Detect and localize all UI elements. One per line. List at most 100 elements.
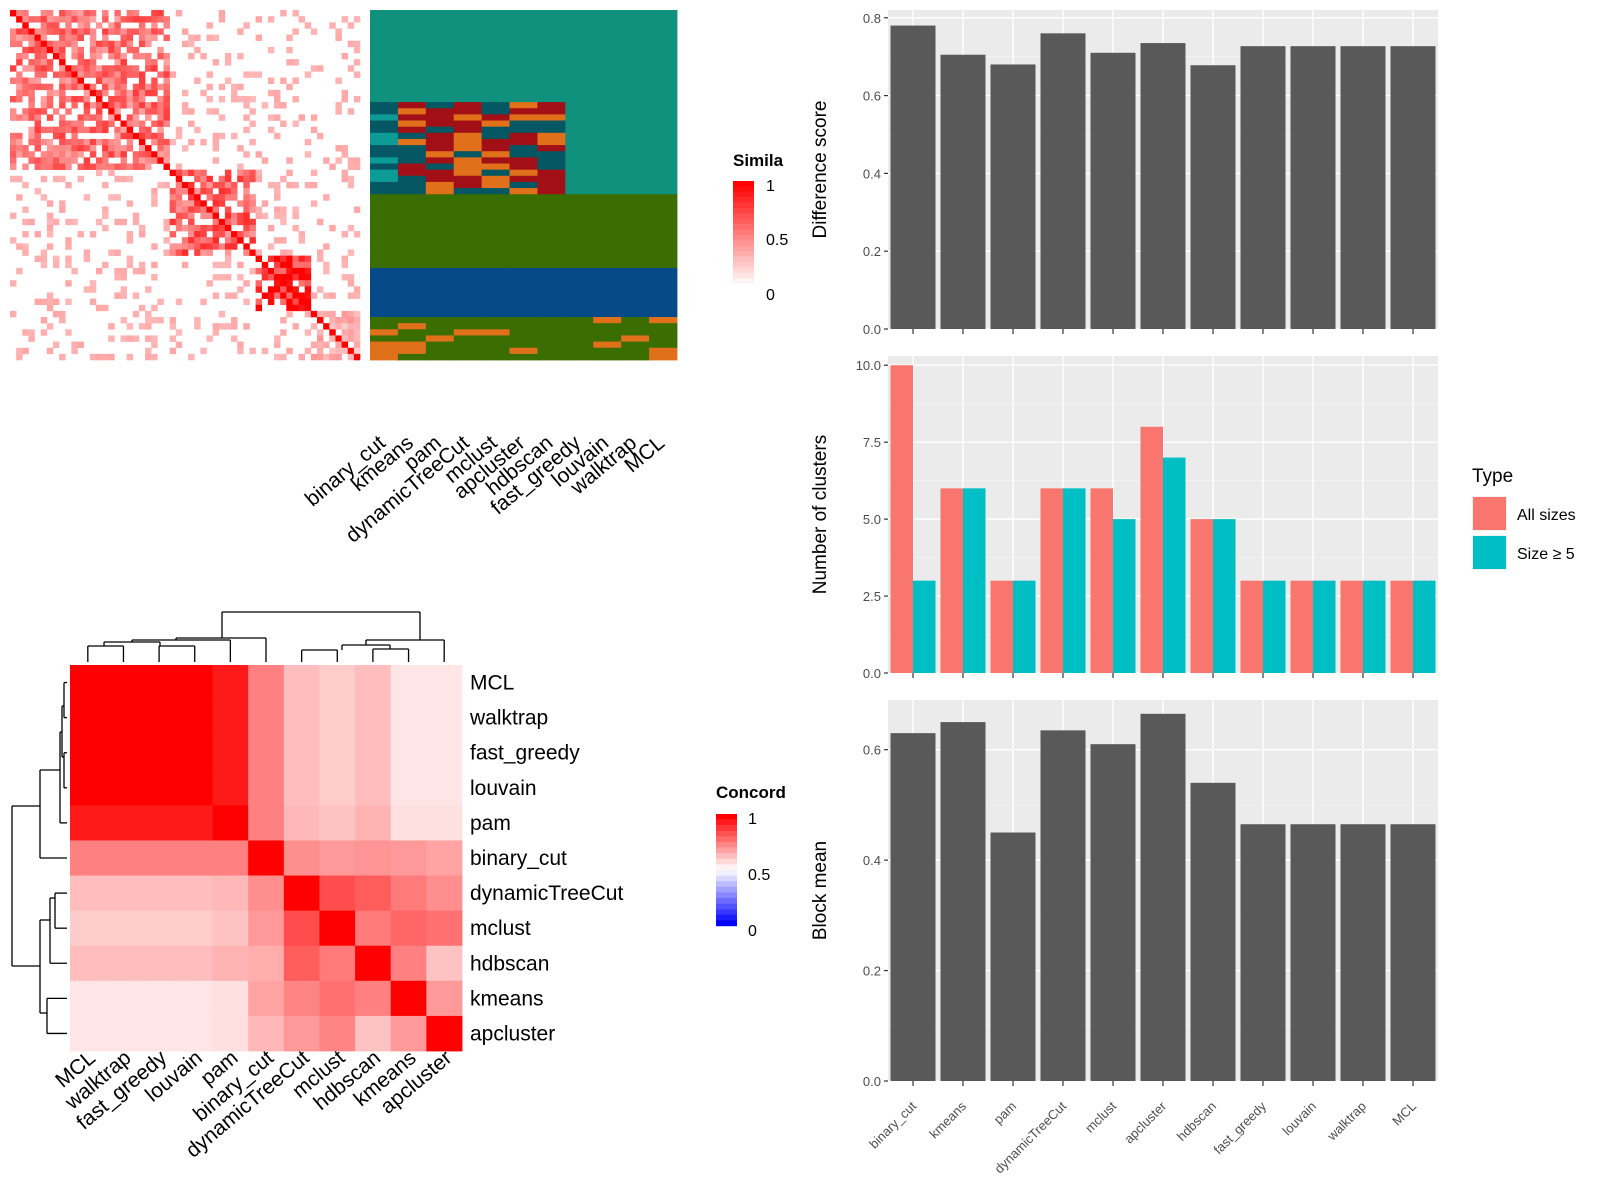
cluster-cell [593, 169, 622, 177]
similarity-cell [114, 52, 121, 60]
similarity-cell [237, 274, 244, 281]
similarity-cell [22, 77, 29, 84]
similarity-cell [126, 28, 134, 35]
similarity-cell [34, 114, 42, 121]
similarity-cell [175, 243, 183, 250]
cluster-cell [537, 28, 566, 35]
cluster-cell [453, 243, 483, 250]
similarity-cell [145, 310, 152, 318]
similarity-cell [231, 237, 238, 244]
similarity-cell [83, 16, 91, 23]
row-label: apcluster [470, 1022, 555, 1045]
similarity-cell [310, 341, 318, 349]
similarity-cell [298, 353, 306, 361]
similarity-cell [218, 200, 226, 207]
cluster-cell [481, 65, 510, 72]
cluster-cell [425, 65, 455, 72]
similarity-cell [298, 280, 306, 287]
similarity-cell [34, 77, 42, 84]
similarity-cell [237, 145, 244, 152]
bar [1040, 33, 1086, 330]
similarity-cell [126, 10, 134, 17]
similarity-cell [114, 126, 121, 134]
similarity-cell [151, 108, 158, 115]
similarity-cell [52, 40, 60, 48]
cluster-cell [425, 237, 455, 244]
cluster-cell [481, 102, 510, 109]
cluster-cell [621, 28, 650, 35]
cluster-cell [453, 65, 483, 72]
similarity-cell [286, 83, 293, 91]
cluster-cell [370, 138, 399, 146]
similarity-cell [292, 120, 299, 127]
row-label: walktrap [469, 707, 548, 730]
similarity-cell [40, 151, 48, 158]
similarity-cell [40, 194, 48, 201]
similarity-cell [40, 65, 48, 72]
cluster-cell [425, 329, 455, 336]
similarity-cell [206, 243, 213, 250]
cluster-cell [565, 34, 594, 42]
similarity-cell [132, 267, 140, 275]
similarity-cell [169, 317, 177, 324]
cluster-cell [370, 237, 399, 244]
similarity-cell [353, 46, 361, 54]
cluster-cell [481, 261, 510, 269]
cluster-cell [397, 163, 427, 171]
cluster-cell [425, 28, 455, 35]
similarity-cell [71, 46, 78, 54]
similarity-cell [102, 102, 109, 109]
similarity-cell [237, 347, 244, 355]
similarity-cell [77, 16, 84, 23]
cluster-cell [593, 77, 622, 85]
legend-gradient-step [733, 208, 754, 214]
legend-gradient-step [733, 229, 754, 236]
similarity-cell [10, 108, 17, 115]
similarity-cell [353, 341, 361, 349]
cluster-cell [621, 77, 650, 85]
similarity-cell [132, 28, 140, 35]
similarity-cell [145, 157, 152, 164]
concordance-cell [141, 980, 178, 1017]
cluster-cell [537, 335, 566, 342]
legend-gradient-step [716, 903, 737, 910]
x-tick-label: pam [991, 1099, 1019, 1127]
similarity-cell [231, 292, 238, 299]
similarity-cell [157, 181, 164, 189]
cluster-cell [565, 274, 594, 281]
bar-all-sizes [1040, 488, 1063, 673]
similarity-cell [200, 249, 207, 256]
similarity-cell [157, 83, 164, 91]
cluster-cell [397, 132, 427, 140]
bar-all-sizes [940, 488, 963, 673]
similarity-cell [138, 120, 146, 127]
similarity-cell [46, 83, 54, 91]
similarity-cell [335, 28, 342, 35]
cluster-cell [370, 206, 399, 214]
legend-gradient-step [733, 256, 754, 263]
cluster-cell [425, 175, 455, 183]
similarity-cell [34, 34, 42, 42]
similarity-cell [274, 353, 281, 361]
cluster-cell [621, 292, 650, 299]
cluster-cell [453, 237, 483, 244]
similarity-cell [286, 255, 293, 263]
similarity-cell [28, 59, 35, 66]
similarity-cell [114, 218, 121, 226]
similarity-cell [34, 157, 42, 164]
concordance-cell [70, 980, 107, 1017]
similarity-cell [280, 353, 287, 361]
cluster-cell [453, 83, 483, 91]
similarity-cell [200, 169, 207, 177]
cluster-cell [453, 194, 483, 201]
bar-size-ge-5 [1063, 488, 1086, 673]
similarity-cell [28, 114, 35, 121]
x-tick-label: kmeans [926, 1098, 969, 1141]
similarity-cell [224, 181, 232, 189]
similarity-cell [83, 89, 91, 97]
similarity-cell [145, 65, 152, 72]
similarity-cell [77, 145, 84, 152]
cluster-cell [481, 83, 510, 91]
